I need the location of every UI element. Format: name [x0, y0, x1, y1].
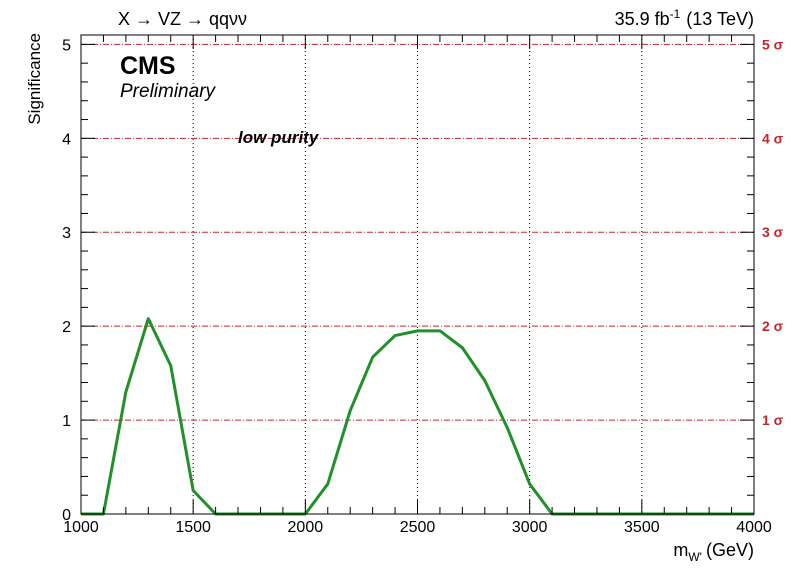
x-axis-title-unit: (GeV) — [706, 540, 754, 560]
y-tick-label: 1 — [62, 413, 71, 430]
x-tick-label: 2000 — [288, 519, 324, 536]
x-tick-label: 4000 — [736, 519, 772, 536]
x-tick-label: 3000 — [512, 519, 548, 536]
y-tick-label: 5 — [62, 37, 71, 54]
x-tick-label: 1000 — [63, 519, 99, 536]
lumi-value: 35.9 fb — [615, 9, 670, 29]
preliminary-label: Preliminary — [120, 81, 217, 102]
grid — [192, 35, 643, 514]
y-axis-title: Significance — [25, 33, 44, 125]
y-tick-label: 4 — [62, 131, 71, 148]
process-label: X → VZ → qqνν — [118, 9, 247, 29]
sigma-label: 3 σ — [762, 224, 784, 240]
sigma-label: 2 σ — [762, 318, 784, 334]
x-axis-title: mW' (GeV) — [673, 540, 754, 564]
sigma-label: 5 σ — [762, 36, 784, 52]
sigma-label: 4 σ — [762, 130, 784, 146]
x-tick-label: 3500 — [624, 519, 660, 536]
axes: 1000 1500 2000 2500 3000 3500 4000 0 1 2 3 4 5 — [62, 34, 772, 536]
energy-label: (13 TeV) — [686, 9, 754, 29]
x-tick-label: 2500 — [400, 519, 436, 536]
plot-frame — [80, 34, 755, 515]
category-label: low purity — [238, 128, 320, 147]
y-tick-label: 2 — [62, 319, 71, 336]
y-tick-label: 3 — [62, 225, 71, 242]
lumi-label: 35.9 fb-1 (13 TeV) — [615, 7, 754, 29]
sigma-label: 1 σ — [762, 412, 784, 428]
cms-label: CMS — [120, 52, 176, 80]
y-tick-label: 0 — [62, 507, 71, 524]
x-tick-label: 1500 — [175, 519, 211, 536]
x-axis-title-main: m — [673, 540, 688, 560]
x-axis-title-sub: W' — [688, 550, 702, 564]
lumi-exponent: -1 — [670, 7, 681, 21]
